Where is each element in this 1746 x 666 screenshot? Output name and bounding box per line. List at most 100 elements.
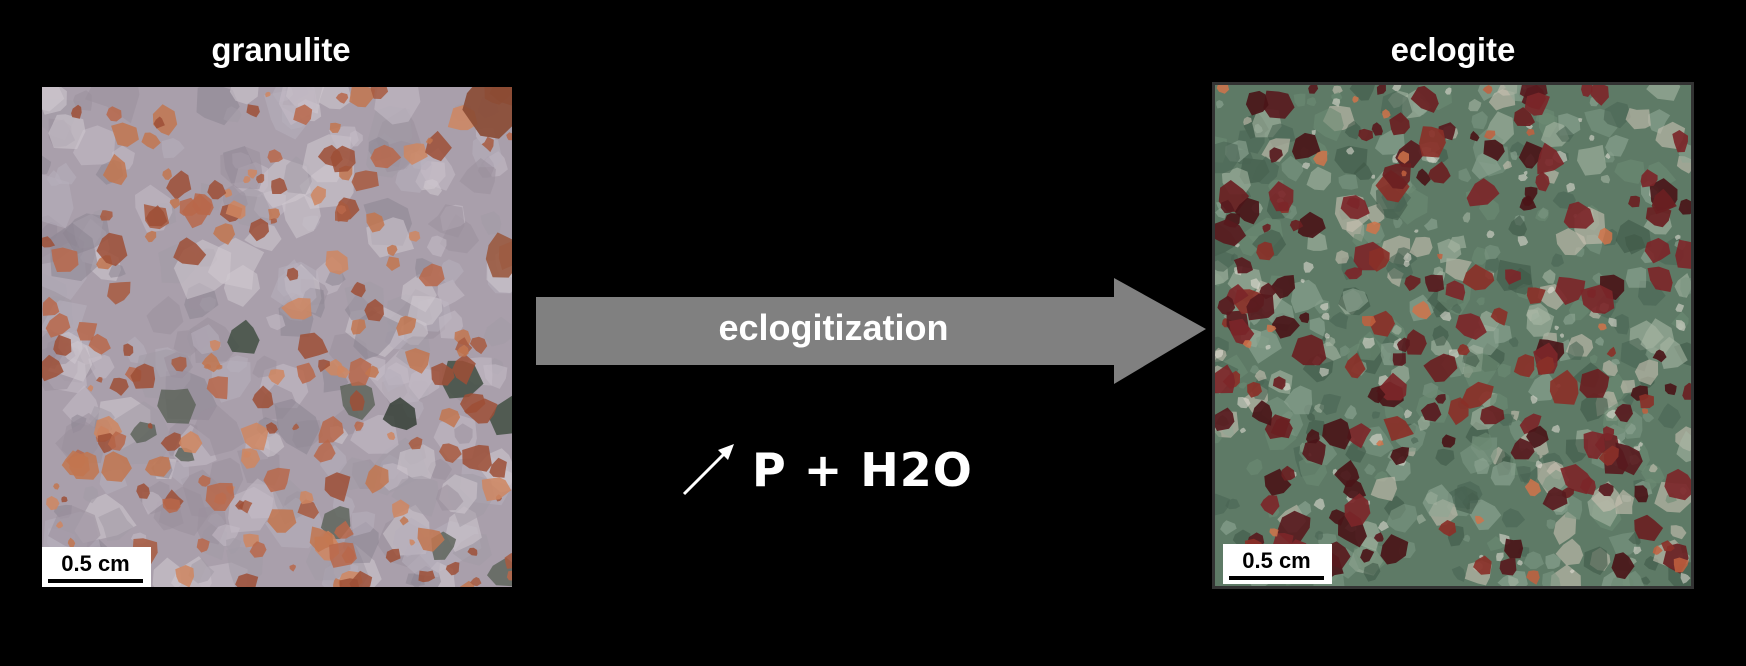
eclogite-grain — [1391, 324, 1402, 335]
granulite-garnet — [87, 384, 94, 392]
eclogite-garnet — [1455, 313, 1487, 340]
granulite-grain — [48, 114, 86, 150]
eclogite-grain — [1386, 503, 1418, 533]
granulite-garnet — [405, 348, 430, 374]
eclogite-garnet — [1405, 329, 1427, 355]
eclogite-small-garnet — [1376, 440, 1384, 447]
granulite-garnet — [462, 444, 492, 472]
granulite-garnet — [198, 474, 211, 487]
granulite-garnet — [61, 496, 68, 503]
eclogite-grain — [1342, 288, 1369, 313]
eclogite-grain — [1248, 329, 1282, 364]
eclogite-grain — [1551, 253, 1564, 267]
eclogite-light-grain — [1444, 87, 1452, 95]
eclogite-light-grain — [1566, 182, 1576, 193]
granulite-grain — [88, 354, 115, 380]
eclogite-grain — [1610, 573, 1634, 586]
eclogite-small-garnet — [1598, 323, 1607, 331]
eclogite-garnet — [1380, 534, 1409, 565]
eclogite-light-grain — [1403, 261, 1410, 267]
eclogite-small-garnet — [1475, 515, 1485, 524]
eclogite-light-grain — [1346, 146, 1355, 155]
eclogite-garnet — [1427, 161, 1451, 184]
eclogite-grain — [1508, 575, 1519, 586]
eclogite-garnet — [1289, 219, 1304, 232]
granulite-garnet — [317, 144, 343, 167]
granulite-garnet — [392, 499, 410, 518]
eclogite-grain — [1471, 111, 1488, 130]
eclogite-garnet — [1519, 195, 1537, 211]
eclogite-garnet — [1302, 438, 1326, 466]
granulite-garnet — [111, 122, 139, 147]
eclogite-grain — [1516, 466, 1531, 483]
eclogite-garnet — [1615, 442, 1643, 476]
granulite-grain — [351, 511, 376, 537]
granulite-garnet — [141, 132, 161, 150]
eclogite-garnet — [1526, 287, 1546, 304]
eclogite-garnet — [1423, 353, 1458, 383]
granulite-garnet — [456, 344, 469, 357]
granulite-garnet — [55, 521, 64, 529]
eclogite-garnet — [1460, 381, 1494, 409]
eclogite-grain — [1349, 85, 1375, 101]
eclogite-small-garnet — [1366, 221, 1381, 235]
granulite-grain — [188, 558, 215, 584]
eclogite-grain — [1526, 303, 1551, 326]
eclogite-grain — [1319, 393, 1342, 415]
eclogite-garnet — [1410, 85, 1439, 113]
eclogite-grain — [1537, 207, 1549, 219]
eclogite-garnet — [1299, 312, 1310, 324]
granulite-grain — [278, 87, 319, 126]
granulite-photo: 0.5 cm — [42, 87, 512, 587]
granulite-grain — [42, 87, 65, 112]
eclogite-small-garnet — [1652, 545, 1663, 555]
eclogite-garnet — [1480, 405, 1505, 425]
granulite-garnet — [281, 297, 312, 320]
eclogite-light-grain — [1332, 98, 1341, 107]
granulite-garnet — [248, 218, 269, 242]
eclogite-grain — [1393, 217, 1403, 229]
eclogite-garnet — [1526, 425, 1549, 449]
eclogite-grain — [1215, 251, 1235, 272]
granulite-grain — [282, 192, 321, 239]
granulite-garnet — [53, 483, 60, 490]
eclogite-small-garnet — [1437, 253, 1443, 260]
eclogite-grain — [1435, 448, 1455, 466]
eclogite-garnet — [1383, 416, 1414, 442]
granulite-grain — [437, 279, 465, 308]
eclogite-grain — [1215, 429, 1222, 444]
eclogite-grain — [1564, 495, 1583, 520]
granulite-grain — [426, 235, 447, 257]
granulite-garnet — [318, 416, 344, 443]
eclogite-grain — [1657, 403, 1681, 429]
eclogite-garnet — [1360, 548, 1375, 563]
granulite-garnet — [325, 250, 349, 275]
eclogite-grain — [1423, 218, 1438, 231]
eclogite-grain — [1231, 253, 1238, 261]
eclogite-garnet — [1291, 334, 1327, 366]
eclogite-grain — [1462, 212, 1471, 223]
eclogite-grain — [1335, 250, 1349, 264]
granulite-garnet — [42, 354, 64, 382]
granulite-grain — [161, 138, 185, 159]
eclogite-garnet — [1580, 476, 1596, 495]
eclogite-texture — [1215, 85, 1691, 586]
granulite-garnet — [296, 362, 316, 384]
eclogite-garnet — [1563, 201, 1595, 229]
granulite-grain — [199, 296, 216, 312]
eclogite-scale-line — [1229, 576, 1324, 580]
granulite-garnet — [270, 218, 278, 224]
eclogite-garnet — [1499, 558, 1517, 576]
eclogite-garnet — [1215, 219, 1247, 247]
eclogite-garnet — [1441, 434, 1456, 448]
eclogite-light-grain — [1215, 349, 1224, 359]
granulite-garnet — [481, 136, 494, 153]
eclogite-garnet — [1537, 142, 1565, 175]
granulite-garnet — [460, 393, 486, 414]
granulite-garnet — [336, 365, 350, 379]
eclogite-grain — [1254, 369, 1267, 382]
granulite-garnet — [224, 188, 233, 198]
eclogite-garnet — [1420, 402, 1442, 422]
granulite-grain — [325, 270, 346, 286]
eclogite-garnet — [1664, 383, 1677, 396]
